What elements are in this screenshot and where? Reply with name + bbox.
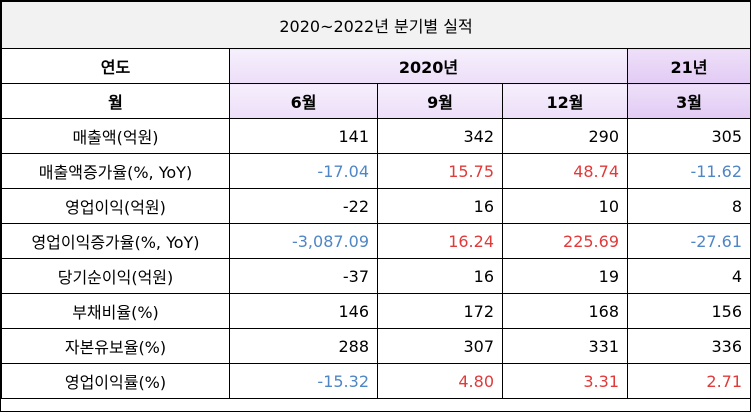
data-row: 매출액증가율(%, YoY) -17.04 15.75 48.74 -11.62 [1, 153, 751, 189]
row-label: 매출액(억원) [1, 118, 230, 154]
year-21: 21년 [626, 48, 751, 84]
row-label: 영업이익증가율(%, YoY) [1, 223, 230, 259]
row-label: 매출액증가율(%, YoY) [1, 153, 230, 189]
cell-value: 168 [502, 293, 628, 329]
cell-value: -22 [229, 188, 378, 224]
cell-value: -37 [229, 258, 378, 294]
cell-value: 4.80 [377, 363, 503, 399]
year-row: 연도 2020년 21년 [1, 48, 751, 84]
row-label: 당기순이익(억원) [1, 258, 230, 294]
cell-value: 4 [626, 258, 751, 294]
cell-value: 16.24 [377, 223, 503, 259]
cell-value: 16 [377, 188, 503, 224]
data-row: 자본유보율(%) 288 307 331 336 [1, 328, 751, 364]
data-row: 영업이익(억원) -22 16 10 8 [1, 188, 751, 224]
cell-value: 342 [377, 118, 503, 154]
cell-value: 3.31 [502, 363, 628, 399]
cell-value: -27.61 [626, 223, 751, 259]
month: 6월 [229, 83, 378, 119]
table-title: 2020~2022년 분기별 실적 [0, 1, 751, 49]
month-label: 월 [1, 83, 230, 119]
cell-value: 156 [626, 293, 751, 329]
cell-value: 8 [626, 188, 751, 224]
row-label: 영업이익률(%) [1, 363, 230, 399]
month: 3월 [626, 83, 751, 119]
cell-value: -3,087.09 [229, 223, 378, 259]
row-label: 영업이익(억원) [1, 188, 230, 224]
cell-value: 172 [377, 293, 503, 329]
cell-value: 290 [502, 118, 628, 154]
data-row: 당기순이익(억원) -37 16 19 4 [1, 258, 751, 294]
cell-value: 10 [502, 188, 628, 224]
data-row: 부채비율(%) 146 172 168 156 [1, 293, 751, 329]
cell-value: 48.74 [502, 153, 628, 189]
cell-value: 331 [502, 328, 628, 364]
cell-value: 288 [229, 328, 378, 364]
cell-value: 19 [502, 258, 628, 294]
cell-value: 336 [626, 328, 751, 364]
cell-value: 15.75 [377, 153, 503, 189]
data-row: 영업이익증가율(%, YoY) -3,087.09 16.24 225.69 -27.6… [1, 223, 751, 259]
cell-value: 141 [229, 118, 378, 154]
year-label: 연도 [1, 48, 230, 84]
cell-value: 305 [626, 118, 751, 154]
cell-value: 225.69 [502, 223, 628, 259]
cell-value: 16 [377, 258, 503, 294]
cell-value: 2.71 [626, 363, 751, 399]
row-label: 자본유보율(%) [1, 328, 230, 364]
cell-value: 146 [229, 293, 378, 329]
month: 12월 [502, 83, 628, 119]
cell-value: -17.04 [229, 153, 378, 189]
year-2020: 2020년 [229, 48, 628, 84]
row-label: 부채비율(%) [1, 293, 230, 329]
data-row: 매출액(억원) 141 342 290 305 [1, 118, 751, 154]
title-row: 2020~2022년 분기별 실적 [0, 1, 751, 49]
performance-table: 2020~2022년 분기별 실적 연도 2020년 21년 월 6월 9월 1… [0, 1, 751, 399]
month: 9월 [377, 83, 503, 119]
month-row: 월 6월 9월 12월 3월 [1, 83, 751, 119]
cell-value: 307 [377, 328, 503, 364]
cell-value: -15.32 [229, 363, 378, 399]
cell-value: -11.62 [626, 153, 751, 189]
data-row: 영업이익률(%) -15.32 4.80 3.31 2.71 [1, 363, 751, 399]
